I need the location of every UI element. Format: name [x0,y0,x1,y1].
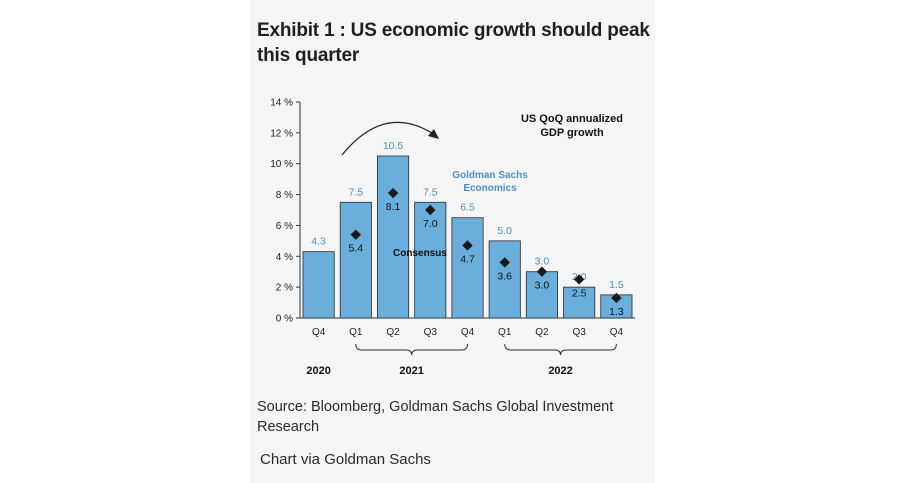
bar [525,271,558,319]
gdp-growth-chart: 0 % 2 % 4 % 6 % 8 % 10 % 12 % 14 % 4.3 7.5 10.5 7.5… [270,98,635,377]
bar [414,201,447,319]
bar-value-label: 6.5 [460,202,475,214]
year-brace [504,343,617,356]
bar [488,240,521,319]
y-tick-label: 4 % [276,252,293,263]
consensus-value-label: 2.5 [572,287,587,299]
consensus-marker [462,240,473,251]
year-label: 2022 [548,365,572,377]
x-tick-label: Q4 [461,327,475,338]
consensus-value-label: 8.1 [386,201,401,213]
consensus-marker [611,292,622,304]
bar [451,217,484,319]
y-tick-label: 12 % [270,128,293,139]
bar [339,201,372,319]
consensus-value-label: 4.7 [460,253,475,265]
chart-credit: Chart via Goldman Sachs [260,451,431,468]
x-tick-label: Q3 [572,327,586,338]
exhibit-title: Exhibit 1 : US economic growth should pe… [257,20,650,66]
x-tick-label: Q4 [312,327,326,338]
y-tick-label: 10 % [270,159,293,170]
x-tick-label: Q1 [498,327,512,338]
y-tick-label: 14 % [270,98,293,109]
y-tick-label: 0 % [276,314,293,325]
y-tick-label: 8 % [276,190,293,201]
bar-value-label: 3.0 [535,256,550,268]
year-label: 2021 [399,365,423,377]
year-label: 2020 [306,365,330,377]
x-tick-label: Q2 [535,327,549,338]
x-tick-label: Q3 [424,327,438,338]
bar-value-label: 5.0 [497,225,512,237]
arrow-head-icon [428,129,439,139]
consensus-marker [350,229,362,240]
chart-label-line: US QoQ annualized [521,113,623,125]
bar-value-label: 1.5 [609,279,624,291]
consensus-value-label: 5.4 [349,243,364,255]
consensus-value-label: 3.6 [497,270,512,282]
chart-label-line: GDP growth [540,127,604,139]
source-note: Source: Bloomberg, Goldman Sachs Global … [257,399,614,435]
y-tick-label: 2 % [276,283,293,294]
y-tick-label: 6 % [276,221,293,232]
consensus-value-label: 7.0 [423,218,438,230]
gs-series-label-line: Goldman Sachs [452,170,528,181]
consensus-series-label: Consensus [393,248,447,259]
bar-value-label: 7.5 [423,186,438,198]
arrow-curve [341,121,436,156]
bar-value-label: 7.5 [349,186,364,198]
bar [563,286,596,319]
consensus-marker [499,257,510,268]
bar [377,155,410,319]
consensus-marker [536,266,548,277]
x-tick-label: Q2 [386,327,400,338]
gs-series-label-line: Economics [463,183,517,194]
consensus-value-label: 1.3 [609,306,624,318]
consensus-value-label: 3.0 [535,280,550,292]
bar [302,251,335,319]
x-tick-label: Q4 [610,327,624,338]
bar-value-label: 10.5 [383,140,404,152]
bar-value-label: 4.3 [311,236,326,248]
x-tick-label: Q1 [349,327,363,338]
year-brace [355,343,468,356]
consensus-marker [387,187,399,199]
